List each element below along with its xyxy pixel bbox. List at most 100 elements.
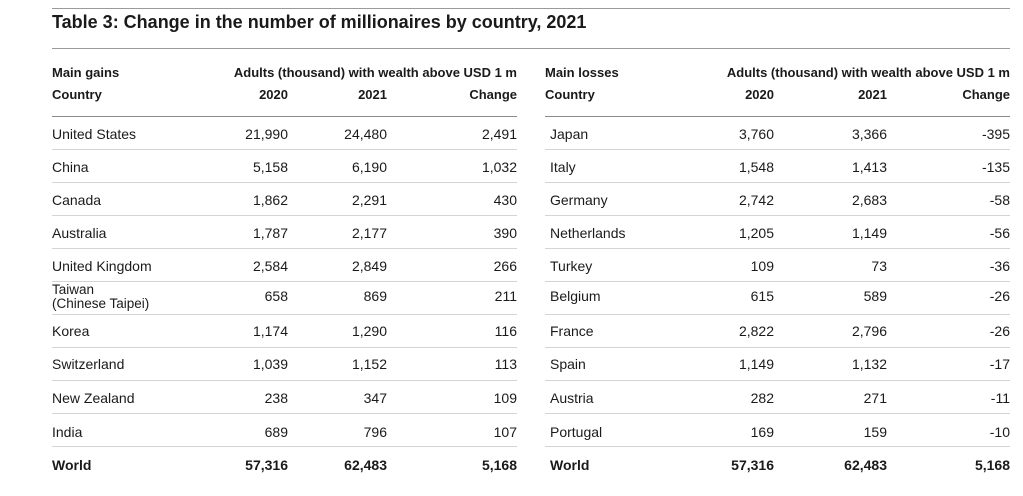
right-section-label: Main losses [545, 65, 619, 80]
right-value-2020: 3,760 [738, 126, 774, 142]
right-col-2020: 2020 [745, 87, 774, 102]
right-country-cell: Spain [550, 356, 586, 372]
right-country-cell: Austria [550, 390, 594, 406]
left-value-change: 109 [493, 390, 517, 406]
right-value-change: -395 [981, 126, 1010, 142]
right-row-divider [545, 182, 1010, 183]
left-country-cell: United States [52, 126, 137, 142]
left-value-2020: 658 [264, 288, 288, 304]
right-row-divider [545, 446, 1010, 447]
right-value-2020: 1,205 [738, 225, 774, 241]
left-value-2020: 1,862 [252, 192, 288, 208]
left-country-cell: India [52, 424, 83, 440]
right-value-2020: 615 [750, 288, 774, 304]
left-value-2021: 2,291 [351, 192, 387, 208]
left-row-divider [52, 446, 517, 447]
right-value-2020: 109 [750, 258, 774, 274]
left-value-2021: 6,190 [351, 159, 387, 175]
right-value-2021: 1,149 [851, 225, 887, 241]
right-country-cell: Turkey [550, 258, 593, 274]
left-row-divider [52, 347, 517, 348]
right-country-cell: Italy [550, 159, 576, 175]
left-row-divider [52, 149, 517, 150]
right-row-divider [545, 248, 1010, 249]
right-value-2021: 2,683 [851, 192, 887, 208]
right-total-change: 5,168 [974, 457, 1010, 473]
left-value-change: 113 [494, 356, 517, 372]
left-country-cell: Taiwan (Chinese Taipei) [52, 283, 149, 311]
left-value-2020: 1,174 [252, 323, 288, 339]
right-value-2020: 1,149 [738, 356, 774, 372]
right-value-change: -10 [989, 424, 1010, 440]
left-country-cell: Korea [52, 323, 90, 339]
left-row-divider [52, 281, 517, 282]
right-total-label: World [550, 457, 590, 473]
left-value-2021: 2,849 [351, 258, 387, 274]
left-total-2021: 62,483 [344, 457, 387, 473]
right-row-divider [545, 149, 1010, 150]
left-country-line2: (Chinese Taipei) [52, 296, 150, 311]
right-value-2021: 3,366 [851, 126, 887, 142]
left-row-divider [52, 413, 517, 414]
right-value-2020: 2,742 [738, 192, 774, 208]
left-group-header: Adults (thousand) with wealth above USD … [233, 65, 517, 80]
left-country-line1: Taiwan [52, 282, 95, 297]
right-value-change: -17 [989, 356, 1010, 372]
left-value-2021: 1,290 [351, 323, 387, 339]
right-value-change: -36 [989, 258, 1010, 274]
left-total-2020: 57,316 [245, 457, 288, 473]
right-row-divider [545, 215, 1010, 216]
left-value-2020: 21,990 [245, 126, 288, 142]
right-country-cell: Belgium [550, 288, 601, 304]
right-country-cell: Portugal [550, 424, 603, 440]
right-header-rule [545, 116, 1010, 117]
left-row-divider [52, 314, 517, 315]
right-value-2021: 2,796 [851, 323, 887, 339]
right-value-2020: 169 [750, 424, 774, 440]
left-section-label: Main gains [52, 65, 120, 80]
top-rule [52, 8, 1010, 9]
right-row-divider [545, 281, 1010, 282]
right-value-2021: 1,413 [851, 159, 887, 175]
right-total-2021: 62,483 [844, 457, 887, 473]
left-country-label: Country [52, 87, 102, 102]
left-value-change: 107 [493, 424, 517, 440]
left-country-cell: United Kingdom [52, 258, 152, 274]
right-col-change: Change [962, 87, 1010, 102]
right-country-cell: Germany [550, 192, 608, 208]
left-value-2020: 238 [264, 390, 288, 406]
left-value-2021: 347 [363, 390, 387, 406]
right-value-change: -26 [989, 323, 1010, 339]
right-value-2021: 589 [863, 288, 887, 304]
right-value-2020: 2,822 [738, 323, 774, 339]
right-country-cell: Japan [550, 126, 589, 142]
right-value-change: -135 [981, 159, 1010, 175]
right-total-2020: 57,316 [731, 457, 774, 473]
left-row-divider [52, 215, 517, 216]
right-value-2020: 282 [750, 390, 774, 406]
right-row-divider [545, 347, 1010, 348]
right-row-divider [545, 314, 1010, 315]
right-value-2021: 271 [863, 390, 887, 406]
right-group-header: Adults (thousand) with wealth above USD … [726, 65, 1010, 80]
right-value-2020: 1,548 [738, 159, 774, 175]
right-row-divider [545, 380, 1010, 381]
left-total-change: 5,168 [481, 457, 517, 473]
left-value-2020: 2,584 [252, 258, 288, 274]
title-rule [52, 48, 1010, 49]
left-value-2020: 5,158 [252, 159, 288, 175]
left-value-change: 211 [494, 288, 517, 304]
left-row-divider [52, 248, 517, 249]
left-value-2021: 2,177 [351, 225, 387, 241]
left-value-2021: 24,480 [344, 126, 387, 142]
left-row-divider [52, 182, 517, 183]
right-country-label: Country [545, 87, 595, 102]
left-col-2021: 2021 [358, 87, 387, 102]
table-title: Table 3: Change in the number of million… [52, 12, 587, 32]
left-value-change: 390 [493, 225, 517, 241]
right-country-cell: Netherlands [550, 225, 626, 241]
right-row-divider [545, 413, 1010, 414]
left-header-rule [52, 116, 517, 117]
right-value-change: -26 [989, 288, 1010, 304]
left-total-label: World [52, 457, 92, 473]
